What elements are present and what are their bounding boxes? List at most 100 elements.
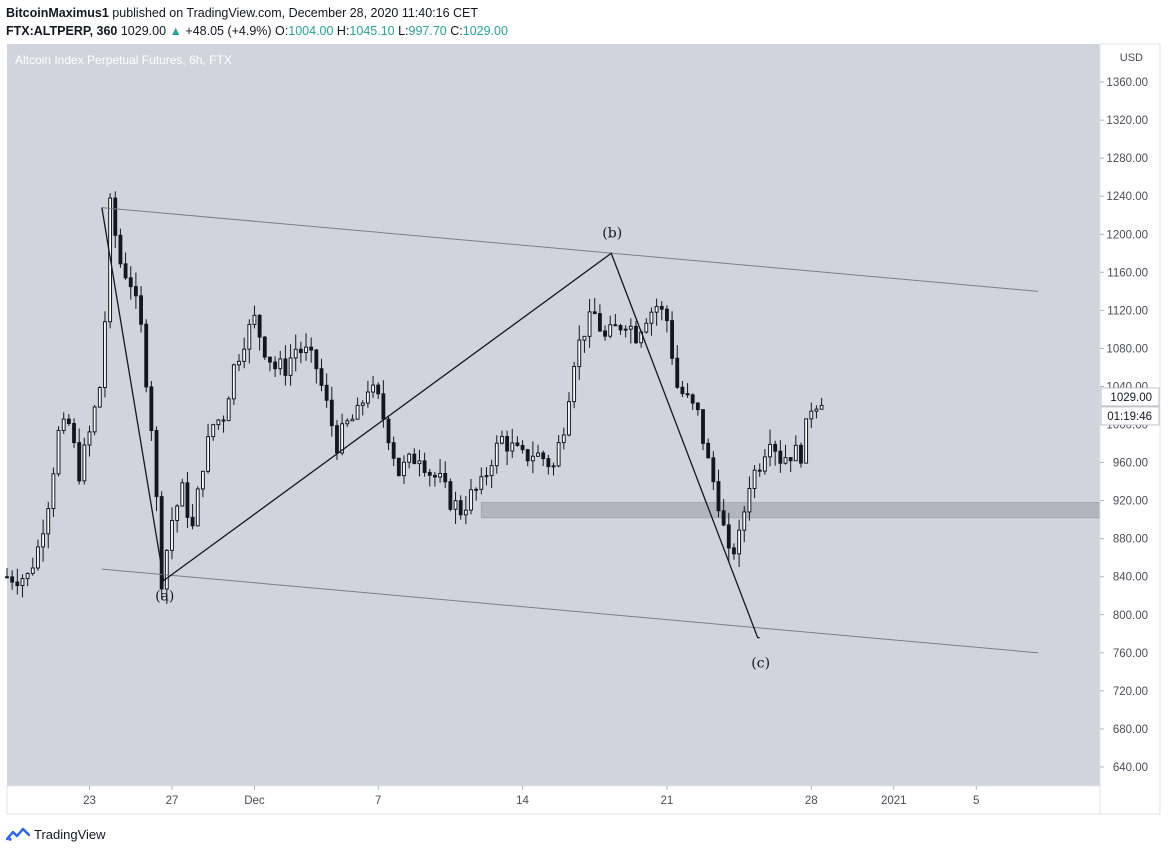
currency-label: USD — [1120, 52, 1143, 64]
candle — [61, 412, 66, 434]
symbol-label: FTX:ALTPERP, 360 — [6, 24, 118, 38]
candle — [706, 438, 711, 459]
candle — [273, 356, 278, 377]
candle — [396, 457, 401, 477]
candle — [365, 380, 370, 408]
candle-body — [72, 423, 76, 444]
candle-body — [381, 393, 386, 420]
price-axis[interactable] — [1099, 43, 1161, 815]
candle-body — [654, 305, 659, 313]
candle-body — [180, 482, 185, 507]
author-name[interactable]: BitcoinMaximus1 — [6, 6, 109, 20]
tradingview-logo-icon[interactable] — [6, 827, 30, 841]
candle-body — [757, 469, 762, 472]
candle-body — [25, 572, 30, 580]
candle-body — [314, 349, 319, 370]
candle-body — [283, 358, 288, 376]
up-arrow-icon: ▲ — [169, 24, 182, 38]
candle — [128, 266, 133, 300]
price-tick-label: 1320.00 — [1106, 115, 1148, 127]
change-value: +48.05 (+4.9%) — [185, 24, 272, 38]
candle — [628, 318, 633, 344]
candle-body — [701, 409, 705, 444]
time-axis[interactable] — [6, 785, 1101, 815]
candle-body — [355, 404, 360, 420]
wave-labels-layer: (a) (b) (c) — [155, 225, 770, 671]
last-price-marker: 1029.00 01:19:46 — [1100, 387, 1160, 426]
candle-body — [788, 457, 793, 462]
candle-body — [809, 410, 814, 420]
candle-body — [572, 366, 577, 403]
candle-body — [46, 508, 51, 535]
time-tick-label: 7 — [375, 795, 381, 807]
candle — [268, 356, 272, 372]
candle — [36, 539, 40, 571]
candle-body — [139, 295, 143, 325]
candle-body — [685, 393, 690, 396]
candle-body — [288, 357, 293, 376]
time-tick-label: 14 — [516, 795, 529, 807]
candle-body — [82, 444, 87, 482]
candle — [164, 549, 169, 605]
time-tick-label: 23 — [83, 795, 96, 807]
candle-body — [778, 450, 783, 464]
time-tick-label: 21 — [661, 795, 674, 807]
candle — [670, 311, 674, 365]
price-tick-label: 1360.00 — [1106, 77, 1148, 89]
footer: TradingView — [6, 823, 106, 845]
candle — [309, 337, 314, 363]
candle — [319, 358, 324, 392]
candle — [500, 430, 504, 445]
candle — [659, 300, 664, 321]
candle — [123, 252, 128, 280]
candle-body — [623, 328, 628, 331]
time-tick-label: 2021 — [881, 795, 907, 807]
candle — [350, 414, 355, 422]
candle-body — [582, 335, 587, 341]
price-tick-label: 1120.00 — [1107, 305, 1148, 317]
candle — [360, 400, 365, 416]
candle — [654, 298, 659, 326]
price-tick-label: 920.00 — [1113, 496, 1148, 508]
candle — [788, 457, 793, 473]
candle — [10, 570, 15, 590]
price-tick-label: 760.00 — [1113, 648, 1148, 660]
candle-body — [525, 449, 530, 462]
tradingview-brand[interactable]: TradingView — [34, 826, 106, 842]
candle-body — [665, 308, 669, 322]
candle-body — [247, 323, 252, 350]
candle — [819, 397, 824, 410]
channel-upper-line — [101, 207, 1039, 292]
candle-body — [618, 325, 623, 331]
candle-body — [613, 324, 618, 327]
candle-body — [15, 581, 20, 587]
candle — [15, 568, 20, 595]
candle-body — [51, 473, 56, 510]
candle — [685, 383, 690, 398]
candle-body — [659, 305, 664, 310]
candle — [701, 409, 705, 451]
wave-label: (b) — [602, 225, 622, 241]
candle-body — [587, 311, 592, 337]
candle — [726, 512, 731, 563]
candle — [572, 361, 577, 409]
candle-body — [87, 431, 92, 446]
candle — [515, 436, 520, 447]
candle — [206, 423, 210, 474]
candle-body — [154, 429, 159, 498]
candle — [479, 467, 484, 495]
candle — [582, 335, 587, 353]
candle-body — [190, 516, 195, 527]
candle — [221, 415, 226, 433]
candle-body — [371, 384, 375, 393]
candle-body — [195, 488, 200, 527]
candle — [757, 463, 762, 477]
candle — [190, 504, 195, 530]
candle-body — [412, 453, 417, 465]
candle — [41, 519, 46, 562]
plot-area[interactable] — [7, 44, 1100, 786]
candle-body — [536, 452, 540, 457]
candle-body — [768, 443, 772, 458]
candle-body — [200, 470, 205, 490]
